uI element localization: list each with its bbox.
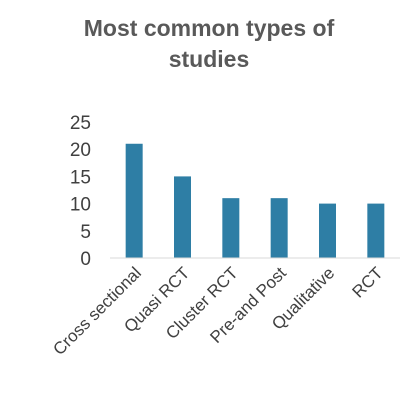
bar-pre-and-post <box>270 198 288 258</box>
bar-quasi-rct <box>174 176 191 258</box>
y-tick-label: 20 <box>70 140 91 161</box>
y-tick-label: 15 <box>70 167 91 188</box>
x-tick-label: Cross sectional <box>49 263 145 359</box>
x-tick-label: RCT <box>349 263 387 301</box>
bars-group <box>125 143 385 258</box>
bar-cluster-rct <box>222 198 240 258</box>
y-tick-label: 5 <box>80 222 91 243</box>
bar-qualitative <box>319 203 336 258</box>
chart-title-line-1: Most common types of <box>84 15 335 41</box>
y-tick-label: 10 <box>70 195 91 216</box>
y-tick-label: 25 <box>70 113 91 134</box>
bar-cross-sectional <box>125 143 143 258</box>
bar-rct <box>367 203 385 258</box>
y-tick-label: 0 <box>80 249 91 270</box>
chart-title-line-2: studies <box>169 46 250 72</box>
y-axis: 0 5 10 15 20 25 <box>70 113 91 270</box>
